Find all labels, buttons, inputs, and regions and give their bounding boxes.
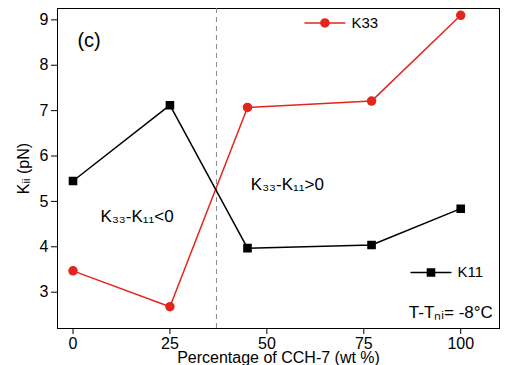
svg-text:8: 8 bbox=[40, 56, 49, 73]
svg-text:3: 3 bbox=[40, 283, 49, 300]
svg-text:(c): (c) bbox=[77, 29, 100, 51]
svg-text:Percentage of CCH-7 (wt %): Percentage of CCH-7 (wt %) bbox=[177, 349, 380, 365]
svg-text:7: 7 bbox=[40, 102, 49, 119]
svg-text:6: 6 bbox=[40, 147, 49, 164]
svg-text:0: 0 bbox=[69, 335, 78, 352]
svg-text:T-Tₙᵢ= -8°C: T-Tₙᵢ= -8°C bbox=[409, 303, 493, 322]
svg-text:Kᵢᵢ (pN): Kᵢᵢ (pN) bbox=[15, 143, 32, 194]
svg-text:75: 75 bbox=[354, 334, 373, 352]
svg-text:5: 5 bbox=[40, 193, 49, 210]
svg-text:4: 4 bbox=[40, 238, 49, 255]
svg-text:K₃₃-K₁₁<0: K₃₃-K₁₁<0 bbox=[101, 207, 174, 226]
svg-text:K₃₃-K₁₁>0: K₃₃-K₁₁>0 bbox=[251, 175, 324, 194]
svg-text:25: 25 bbox=[161, 334, 179, 352]
svg-text:K11: K11 bbox=[458, 263, 484, 280]
svg-text:50: 50 bbox=[258, 334, 276, 352]
svg-text:K33: K33 bbox=[351, 14, 378, 31]
svg-text:9: 9 bbox=[40, 11, 49, 28]
svg-text:100: 100 bbox=[447, 335, 474, 352]
